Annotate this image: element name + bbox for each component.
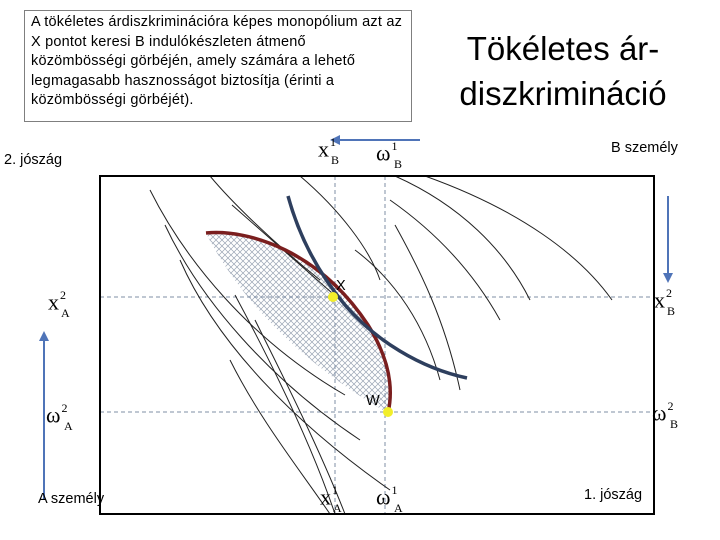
slide-title: Tökéletes ár- diszkrimináció <box>438 26 688 116</box>
personA-indifference-curve <box>205 230 392 414</box>
title-line-2: diszkrimináció <box>459 75 667 112</box>
point-x-label: X <box>336 278 346 294</box>
indifference-curve <box>394 224 461 391</box>
point-x-marker <box>328 292 338 302</box>
symbol-omegaA2: ω2 A <box>46 401 73 433</box>
indifference-curve <box>299 176 381 281</box>
symbol-xA2: x2 A <box>48 288 70 320</box>
edgeworth-box <box>99 175 655 515</box>
title-line-1: Tökéletes ár- <box>466 30 660 67</box>
indifference-curve <box>164 224 361 441</box>
point-w-label: W <box>366 393 380 409</box>
hatched-lens-area <box>206 232 391 413</box>
symbol-omegaB2: ω2 B <box>652 399 679 431</box>
indifference-curves <box>149 176 613 514</box>
symbol-xB2: x2 B <box>654 286 676 318</box>
indifference-curve <box>209 176 321 281</box>
indifference-curve <box>234 294 336 514</box>
indifference-curve <box>229 359 331 514</box>
point-w-marker <box>383 407 393 417</box>
indifference-curve <box>424 176 613 301</box>
personA-label: A személy <box>38 491 105 507</box>
symbol-omegaB1: ω1 B <box>376 139 403 171</box>
symbol-xA1: x1 A <box>320 483 342 515</box>
indifference-curve <box>149 189 346 396</box>
indifference-curve <box>389 199 501 321</box>
indifference-curve <box>394 176 531 301</box>
indifference-curve <box>179 259 391 491</box>
indifference-curve <box>354 249 441 381</box>
good2-label: 2. jószág <box>4 152 63 168</box>
personB-label: B személy <box>611 140 678 156</box>
explanation-note: A tökéletes árdiszkriminációra képes mon… <box>24 10 412 122</box>
good1-label: 1. jószág <box>584 487 643 503</box>
symbol-xB1: x1 B <box>318 135 340 167</box>
guide-lines <box>100 176 654 514</box>
symbol-omegaA1: ω1 A <box>376 483 403 515</box>
indifference-curve <box>254 319 346 514</box>
explanation-text: A tökéletes árdiszkriminációra képes mon… <box>31 14 403 108</box>
personB-indifference-curve <box>286 195 468 380</box>
